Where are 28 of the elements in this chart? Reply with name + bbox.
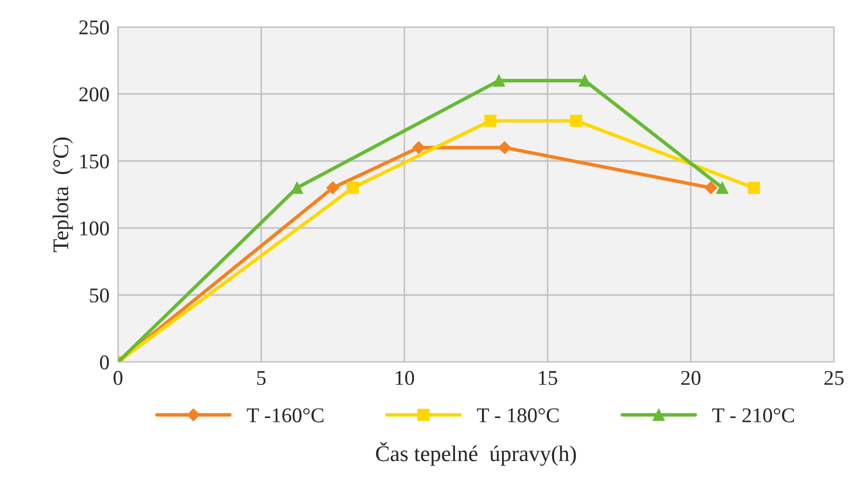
y-tick-label: 150 xyxy=(80,154,109,168)
y-tick-label: 0 xyxy=(100,355,109,370)
x-tick-label: 5 xyxy=(257,371,266,385)
x-tick-label: 15 xyxy=(539,371,558,385)
x-tick-label: 25 xyxy=(824,370,844,385)
x-tick-label: 10 xyxy=(396,370,414,385)
point xyxy=(346,182,359,194)
legend-label: T -160°C xyxy=(246,408,324,422)
y-tick-label: 200 xyxy=(79,87,109,102)
point xyxy=(716,182,728,194)
y-tick-label: 250 xyxy=(79,20,109,34)
point xyxy=(570,114,582,127)
point xyxy=(578,74,591,87)
point xyxy=(326,181,340,194)
point xyxy=(492,74,505,87)
y-axis-title: Teplota (°C) xyxy=(52,138,73,252)
point xyxy=(498,141,512,154)
legend-label: T - 180°C xyxy=(476,408,559,422)
y-tick-label: 100 xyxy=(80,221,109,236)
x-tick-label: 0 xyxy=(114,370,122,385)
point xyxy=(412,141,426,154)
x-tick-label: 20 xyxy=(681,370,700,385)
point xyxy=(748,182,760,194)
legend-label: T - 210°C xyxy=(712,408,794,422)
point xyxy=(484,114,496,127)
y-tick-label: 50 xyxy=(90,288,109,302)
x-axis-title: Čas tepelné úpravy(h) xyxy=(376,442,576,466)
point xyxy=(704,181,718,194)
